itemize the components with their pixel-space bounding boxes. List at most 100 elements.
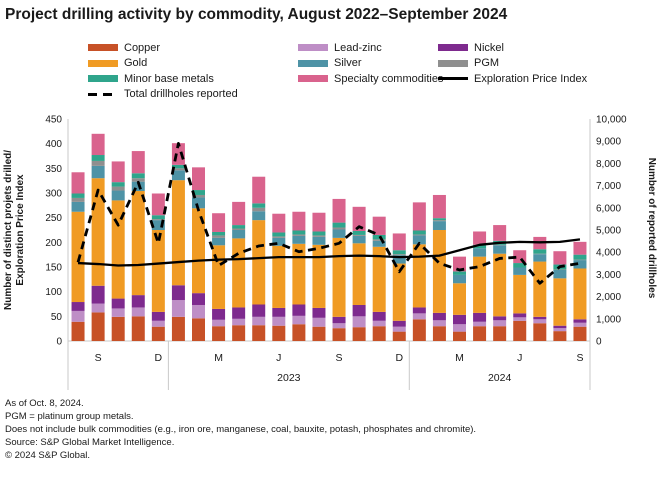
bar-segment-lead-zinc-mar-2024	[453, 324, 466, 332]
bar-segment-gold-dec-2022	[151, 230, 165, 312]
bar-segment-nickel-apr-2024	[473, 312, 487, 322]
bar-segment-nickel-mar-2023	[212, 308, 226, 320]
bar-segment-pgm-feb-2024	[432, 220, 446, 222]
legend-item-copper: Copper	[88, 40, 160, 55]
bar-segment-silver-oct-2023	[352, 235, 366, 244]
bar-segment-minor-base-metals-nov-2022	[131, 173, 145, 179]
bar-segment-nickel-sep-2022	[91, 285, 105, 304]
bar-segment-gold-nov-2022	[131, 191, 145, 296]
bar-segment-gold-dec-2023	[392, 263, 406, 321]
bar-segment-specialty-commodities-may-2024	[493, 225, 507, 241]
left-axis-tick-label: 0	[56, 337, 62, 348]
bar-segment-minor-base-metals-jan-2023	[171, 164, 185, 169]
bar-segment-copper-dec-2022	[151, 326, 165, 341]
bar-segment-gold-feb-2024	[432, 230, 446, 313]
bar-segment-nickel-sep-2024	[573, 319, 587, 323]
x-axis-month-label: J	[517, 352, 522, 364]
footnote-pgm: PGM = platinum group metals.	[5, 410, 134, 422]
bar-segment-copper-nov-2023	[372, 326, 386, 341]
bar-segment-nickel-feb-2023	[192, 293, 205, 305]
footnote-exclusions: Does not include bulk commodities (e.g.,…	[5, 423, 477, 435]
footnote-copyright: © 2024 S&P Global.	[5, 449, 90, 461]
bar-segment-lead-zinc-oct-2022	[111, 308, 125, 317]
nickel-swatch-icon	[438, 44, 468, 51]
legend-item-nickel: Nickel	[438, 40, 504, 55]
bar-segment-pgm-aug-2022	[71, 197, 85, 202]
bar-segment-nickel-jan-2023	[171, 285, 185, 301]
bar-segment-silver-jun-2024	[513, 267, 527, 275]
legend-label: Specialty commodities	[334, 72, 444, 85]
bar-segment-pgm-mar-2023	[212, 235, 226, 238]
bar-segment-minor-base-metals-dec-2023	[392, 250, 406, 255]
bar-segment-nickel-aug-2022	[71, 302, 85, 311]
lead-zinc-swatch-icon	[298, 44, 328, 51]
bar-segment-specialty-commodities-dec-2023	[392, 233, 406, 251]
bar-segment-nickel-nov-2022	[131, 295, 145, 308]
bar-segment-pgm-jan-2024	[412, 234, 426, 236]
bar-segment-silver-sep-2024	[573, 260, 587, 269]
bar-segment-specialty-commodities-aug-2023	[312, 212, 326, 232]
bar-segment-nickel-aug-2024	[553, 325, 567, 329]
bar-segment-pgm-jan-2023	[171, 168, 185, 171]
bar-segment-copper-oct-2023	[352, 327, 366, 341]
bar-segment-silver-may-2023	[252, 211, 266, 221]
footnotes: As of Oct. 8, 2024. PGM = platinum group…	[5, 398, 655, 463]
bar-segment-copper-aug-2023	[312, 326, 326, 341]
bar-segment-gold-jul-2023	[292, 243, 306, 305]
bar-segment-specialty-commodities-jul-2023	[292, 211, 306, 231]
bar-segment-lead-zinc-apr-2024	[473, 321, 487, 327]
right-axis-tick-label: 8,000	[596, 159, 621, 170]
bar-segment-silver-apr-2024	[473, 248, 487, 257]
bar-segment-minor-base-metals-feb-2023	[192, 190, 205, 195]
legend-label: Lead-zinc	[334, 41, 382, 54]
bar-segment-specialty-commodities-feb-2024	[432, 194, 446, 219]
bar-segment-copper-jun-2024	[513, 320, 527, 341]
bar-segment-minor-base-metals-apr-2023	[232, 225, 246, 229]
bar-segment-silver-dec-2023	[392, 255, 406, 264]
legend-label: Copper	[124, 41, 161, 54]
bar-segment-minor-base-metals-dec-2022	[151, 215, 165, 220]
bar-segment-lead-zinc-apr-2023	[232, 318, 246, 326]
bar-segment-specialty-commodities-sep-2024	[573, 241, 587, 255]
right-axis-tick-label: 0	[596, 337, 602, 348]
bar-segment-gold-mar-2023	[212, 245, 226, 309]
bar-segment-lead-zinc-aug-2024	[553, 328, 567, 332]
line-total-drillholes-reported	[76, 142, 581, 285]
bar-segment-copper-jul-2023	[292, 324, 306, 341]
bar-segment-copper-jun-2023	[272, 325, 286, 341]
legend: Copper Gold Minor base metals Total drillho…	[0, 40, 660, 104]
bar-segment-copper-sep-2022	[91, 312, 105, 341]
gold-swatch-icon	[88, 59, 118, 67]
bar-segment-lead-zinc-may-2024	[493, 320, 507, 327]
line-exploration-price-index	[77, 238, 581, 267]
exploration-price-index-swatch-icon	[438, 77, 468, 80]
legend-item-pgm: PGM	[438, 56, 499, 71]
right-axis-tick-label: 1,000	[596, 314, 621, 325]
bar-segment-pgm-nov-2022	[131, 178, 145, 182]
bar-segment-minor-base-metals-aug-2023	[312, 231, 326, 236]
bar-segment-copper-feb-2024	[432, 326, 446, 341]
bar-segment-lead-zinc-jan-2023	[171, 300, 185, 317]
x-axis-month-label: S	[336, 352, 343, 364]
bar-segment-nickel-mar-2024	[453, 314, 466, 325]
left-axis-tick-label: 400	[45, 139, 62, 150]
legend-label: Exploration Price Index	[474, 72, 588, 85]
bar-segment-nickel-oct-2023	[352, 304, 366, 317]
bar-segment-pgm-dec-2023	[392, 254, 406, 256]
bar-segment-minor-base-metals-jun-2023	[272, 232, 286, 237]
bar-segment-copper-sep-2024	[573, 326, 587, 341]
bar-segment-nickel-sep-2023	[332, 316, 346, 324]
bar-segment-gold-mar-2024	[453, 283, 466, 315]
bar-segment-gold-may-2024	[493, 253, 507, 317]
bar-segment-gold-aug-2023	[312, 244, 326, 308]
bar-segment-lead-zinc-dec-2022	[151, 320, 165, 327]
legend-item-total-drillholes-reported: Total drillholes reported	[88, 87, 238, 102]
bar-segment-lead-zinc-jul-2024	[533, 319, 547, 324]
bar-segment-specialty-commodities-dec-2022	[151, 193, 165, 216]
bar-segment-copper-may-2024	[493, 326, 507, 341]
bar-segment-specialty-commodities-nov-2022	[131, 151, 145, 174]
legend-label: Minor base metals	[124, 72, 214, 85]
bar-segment-copper-mar-2024	[453, 331, 466, 341]
bar-segment-specialty-commodities-aug-2024	[553, 251, 567, 265]
